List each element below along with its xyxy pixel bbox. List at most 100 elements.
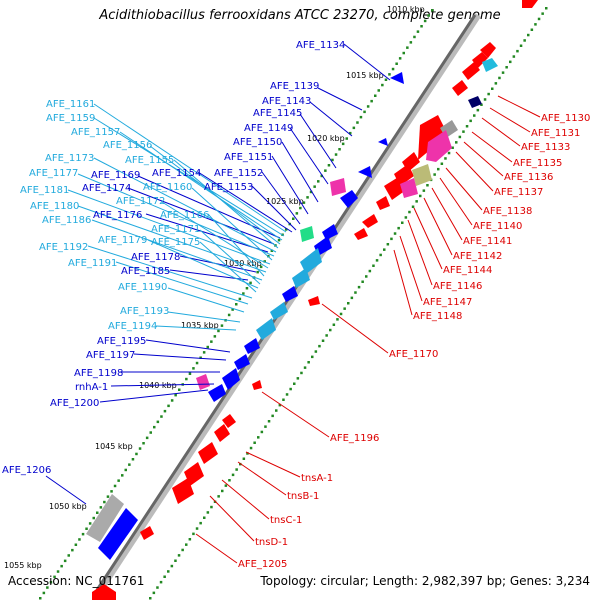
gene-feature[interactable] <box>208 384 226 402</box>
gene-label[interactable]: AFE_1149 <box>244 123 293 134</box>
gene-label[interactable]: AFE_1180 <box>30 201 79 212</box>
gene-label[interactable]: AFE_1185 <box>121 266 170 277</box>
gene-label[interactable]: AFE_1170 <box>389 349 438 360</box>
gene-feature[interactable] <box>244 338 260 354</box>
gene-label[interactable]: AFE_1152 <box>214 168 263 179</box>
gene-label[interactable]: AFE_1195 <box>97 336 146 347</box>
gene-label[interactable]: AFE_1178 <box>131 252 180 263</box>
gene-label[interactable]: tnsC-1 <box>270 515 302 526</box>
gene-feature[interactable] <box>322 224 338 240</box>
gene-feature[interactable] <box>390 72 404 84</box>
gene-label[interactable]: AFE_1190 <box>118 282 167 293</box>
gene-feature[interactable] <box>462 62 480 80</box>
gene-label[interactable]: AFE_1206 <box>2 465 51 476</box>
gene-feature[interactable] <box>426 130 452 162</box>
gene-label[interactable]: AFE_1192 <box>39 242 88 253</box>
gene-label[interactable]: AFE_1144 <box>443 265 492 276</box>
gene-label[interactable]: AFE_1156 <box>103 140 152 151</box>
gene-label[interactable]: AFE_1131 <box>531 128 580 139</box>
gene-label[interactable]: AFE_1198 <box>74 368 123 379</box>
gene-label[interactable]: AFE_1196 <box>330 433 379 444</box>
gene-feature[interactable] <box>196 374 210 390</box>
gene-label[interactable]: AFE_1205 <box>238 559 287 570</box>
gene-label[interactable]: AFE_1161 <box>46 99 95 110</box>
gene-feature[interactable] <box>256 318 276 340</box>
gene-feature[interactable] <box>354 228 368 240</box>
gene-label[interactable]: AFE_1175 <box>151 237 200 248</box>
gene-label[interactable]: AFE_1173 <box>45 153 94 164</box>
gene-label[interactable]: AFE_1171 <box>151 224 200 235</box>
gene-label[interactable]: AFE_1134 <box>296 40 345 51</box>
gene-feature[interactable] <box>292 268 310 288</box>
gene-label[interactable]: AFE_1191 <box>68 258 117 269</box>
gene-label[interactable]: tnsA-1 <box>301 473 333 484</box>
gene-feature[interactable] <box>384 176 406 200</box>
gene-label[interactable]: AFE_1154 <box>152 168 201 179</box>
gene-feature[interactable] <box>234 354 250 370</box>
gene-feature[interactable] <box>270 302 288 320</box>
gene-label[interactable]: AFE_1147 <box>423 297 472 308</box>
gene-feature[interactable] <box>330 178 346 196</box>
gene-feature[interactable] <box>468 96 482 108</box>
gene-label[interactable]: AFE_1143 <box>262 96 311 107</box>
gene-feature[interactable] <box>184 462 204 486</box>
gene-label[interactable]: AFE_1200 <box>50 398 99 409</box>
gene-feature[interactable] <box>412 164 432 186</box>
gene-feature[interactable] <box>98 508 138 560</box>
gene-label[interactable]: AFE_1136 <box>504 172 553 183</box>
gene-feature[interactable] <box>376 196 390 210</box>
gene-label[interactable]: AFE_1135 <box>513 158 562 169</box>
gene-feature[interactable] <box>222 414 236 428</box>
gene-label[interactable]: AFE_1138 <box>483 206 532 217</box>
gene-label[interactable]: AFE_1176 <box>93 210 142 221</box>
gene-label[interactable]: AFE_1141 <box>463 236 512 247</box>
gene-label[interactable]: AFE_1137 <box>494 187 543 198</box>
gene-feature[interactable] <box>300 226 314 242</box>
gene-feature[interactable] <box>378 138 388 146</box>
gene-feature[interactable] <box>86 494 124 542</box>
gene-feature[interactable] <box>340 190 358 208</box>
gene-label[interactable]: AFE_1146 <box>433 281 482 292</box>
gene-feature[interactable] <box>452 80 468 96</box>
gene-label[interactable]: AFE_1157 <box>71 127 120 138</box>
gene-label[interactable]: AFE_1193 <box>120 306 169 317</box>
gene-label[interactable]: AFE_1133 <box>521 142 570 153</box>
gene-feature[interactable] <box>214 424 230 442</box>
gene-label[interactable]: AFE_1181 <box>20 185 69 196</box>
gene-label[interactable]: tnsB-1 <box>287 491 319 502</box>
gene-label[interactable]: AFE_1159 <box>46 113 95 124</box>
gene-feature[interactable] <box>252 380 262 390</box>
gene-feature[interactable] <box>308 296 320 306</box>
gene-label[interactable]: AFE_1166 <box>160 210 209 221</box>
gene-label[interactable]: AFE_1186 <box>42 215 91 226</box>
gene-label[interactable]: AFE_1142 <box>453 251 502 262</box>
gene-feature[interactable] <box>482 58 498 72</box>
gene-feature[interactable] <box>140 526 154 540</box>
gene-label[interactable]: AFE_1140 <box>473 221 522 232</box>
gene-label[interactable]: AFE_1145 <box>253 108 302 119</box>
gene-label[interactable]: AFE_1150 <box>233 137 282 148</box>
gene-feature[interactable] <box>472 52 488 68</box>
gene-feature[interactable] <box>282 286 298 302</box>
gene-feature[interactable] <box>300 248 322 274</box>
gene-feature[interactable] <box>198 442 218 464</box>
gene-label[interactable]: AFE_1153 <box>204 182 253 193</box>
gene-feature[interactable] <box>362 214 378 228</box>
gene-label[interactable]: AFE_1174 <box>82 183 131 194</box>
gene-feature[interactable] <box>522 0 538 8</box>
gene-label[interactable]: AFE_1155 <box>125 155 174 166</box>
gene-feature[interactable] <box>418 115 448 160</box>
gene-label[interactable]: AFE_1197 <box>86 350 135 361</box>
gene-label[interactable]: AFE_1148 <box>413 311 462 322</box>
gene-label[interactable]: tnsD-1 <box>255 537 288 548</box>
gene-feature[interactable] <box>358 166 372 178</box>
gene-label[interactable]: AFE_1169 <box>91 170 140 181</box>
gene-label[interactable]: AFE_1177 <box>29 168 78 179</box>
gene-label[interactable]: AFE_1139 <box>270 81 319 92</box>
gene-label[interactable]: rnhA-1 <box>75 382 108 393</box>
gene-label[interactable]: AFE_1160 <box>143 182 192 193</box>
gene-feature[interactable] <box>222 368 240 390</box>
gene-label[interactable]: AFE_1179 <box>98 235 147 246</box>
gene-label[interactable]: AFE_1172 <box>116 196 165 207</box>
gene-label[interactable]: AFE_1130 <box>541 113 590 124</box>
